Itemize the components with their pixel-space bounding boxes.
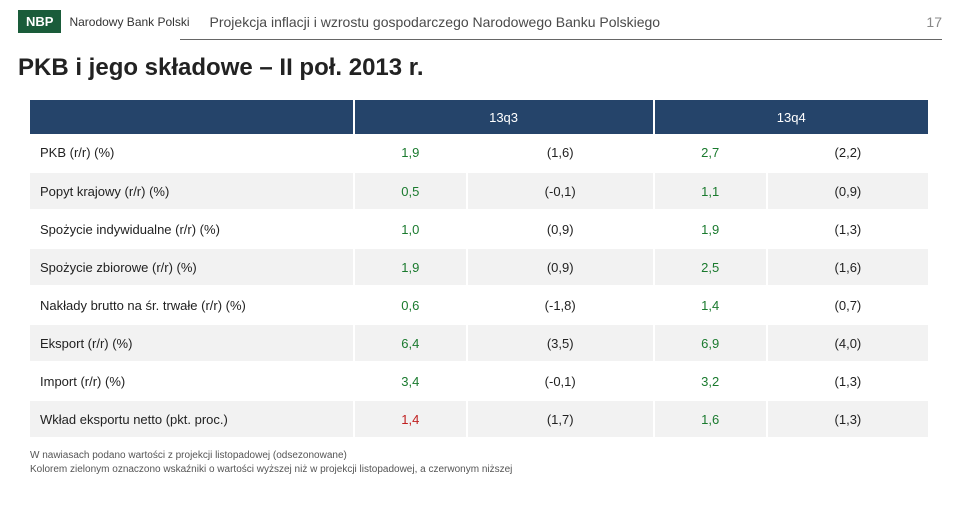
- table-row: Nakłady brutto na śr. trwałe (r/r) (%)0,…: [30, 286, 929, 324]
- cell-value: 1,9: [354, 248, 467, 286]
- cell-value: 1,9: [354, 134, 467, 172]
- bank-name: Narodowy Bank Polski: [69, 15, 189, 29]
- row-label: Nakłady brutto na śr. trwałe (r/r) (%): [30, 286, 354, 324]
- col-13q3: 13q3: [354, 100, 654, 134]
- table-row: PKB (r/r) (%)1,9(1,6)2,7(2,2): [30, 134, 929, 172]
- slide-title: PKB i jego składowe – II poł. 2013 r.: [0, 40, 960, 100]
- row-label: Spożycie indywidualne (r/r) (%): [30, 210, 354, 248]
- cell-value: 1,9: [654, 210, 767, 248]
- row-label: Eksport (r/r) (%): [30, 324, 354, 362]
- cell-value: 1,6: [654, 400, 767, 438]
- cell-value: (1,3): [767, 400, 929, 438]
- row-label: PKB (r/r) (%): [30, 134, 354, 172]
- cell-value: 6,9: [654, 324, 767, 362]
- table-row: Wkład eksportu netto (pkt. proc.)1,4(1,7…: [30, 400, 929, 438]
- table-header: 13q3 13q4: [30, 100, 929, 134]
- cell-value: (-0,1): [467, 362, 654, 400]
- cell-value: (1,6): [767, 248, 929, 286]
- table-body: PKB (r/r) (%)1,9(1,6)2,7(2,2)Popyt krajo…: [30, 134, 929, 438]
- cell-value: (1,3): [767, 210, 929, 248]
- table-row: Eksport (r/r) (%)6,4(3,5)6,9(4,0): [30, 324, 929, 362]
- cell-value: 6,4: [354, 324, 467, 362]
- table-row: Import (r/r) (%)3,4(-0,1)3,2(1,3): [30, 362, 929, 400]
- cell-value: 1,1: [654, 172, 767, 210]
- col-13q4: 13q4: [654, 100, 930, 134]
- header-title: Projekcja inflacji i wzrostu gospodarcze…: [210, 14, 927, 30]
- cell-value: 3,2: [654, 362, 767, 400]
- cell-value: 1,0: [354, 210, 467, 248]
- table-row: Popyt krajowy (r/r) (%)0,5(-0,1)1,1(0,9): [30, 172, 929, 210]
- cell-value: (-0,1): [467, 172, 654, 210]
- cell-value: (0,9): [467, 248, 654, 286]
- cell-value: 3,4: [354, 362, 467, 400]
- row-label: Popyt krajowy (r/r) (%): [30, 172, 354, 210]
- data-table-container: 13q3 13q4 PKB (r/r) (%)1,9(1,6)2,7(2,2)P…: [0, 100, 960, 439]
- footnote-2: Kolorem zielonym oznaczono wskaźniki o w…: [30, 463, 930, 477]
- cell-value: (2,2): [767, 134, 929, 172]
- page-number: 17: [926, 14, 942, 30]
- row-label: Wkład eksportu netto (pkt. proc.): [30, 400, 354, 438]
- table-row: Spożycie indywidualne (r/r) (%)1,0(0,9)1…: [30, 210, 929, 248]
- cell-value: (1,6): [467, 134, 654, 172]
- slide-header: NBP Narodowy Bank Polski Projekcja infla…: [0, 0, 960, 39]
- cell-value: (-1,8): [467, 286, 654, 324]
- cell-value: (3,5): [467, 324, 654, 362]
- cell-value: (0,7): [767, 286, 929, 324]
- data-table: 13q3 13q4 PKB (r/r) (%)1,9(1,6)2,7(2,2)P…: [30, 100, 930, 439]
- cell-value: (0,9): [767, 172, 929, 210]
- row-label: Spożycie zbiorowe (r/r) (%): [30, 248, 354, 286]
- cell-value: 0,5: [354, 172, 467, 210]
- table-row: Spożycie zbiorowe (r/r) (%)1,9(0,9)2,5(1…: [30, 248, 929, 286]
- cell-value: (0,9): [467, 210, 654, 248]
- row-label: Import (r/r) (%): [30, 362, 354, 400]
- cell-value: (1,3): [767, 362, 929, 400]
- footnote-1: W nawiasach podano wartości z projekcji …: [30, 449, 930, 463]
- cell-value: 2,7: [654, 134, 767, 172]
- cell-value: (4,0): [767, 324, 929, 362]
- nbp-logo: NBP: [18, 10, 61, 33]
- footnotes: W nawiasach podano wartości z projekcji …: [0, 439, 960, 476]
- cell-value: 2,5: [654, 248, 767, 286]
- col-blank: [30, 100, 354, 134]
- cell-value: 1,4: [654, 286, 767, 324]
- cell-value: 0,6: [354, 286, 467, 324]
- cell-value: 1,4: [354, 400, 467, 438]
- cell-value: (1,7): [467, 400, 654, 438]
